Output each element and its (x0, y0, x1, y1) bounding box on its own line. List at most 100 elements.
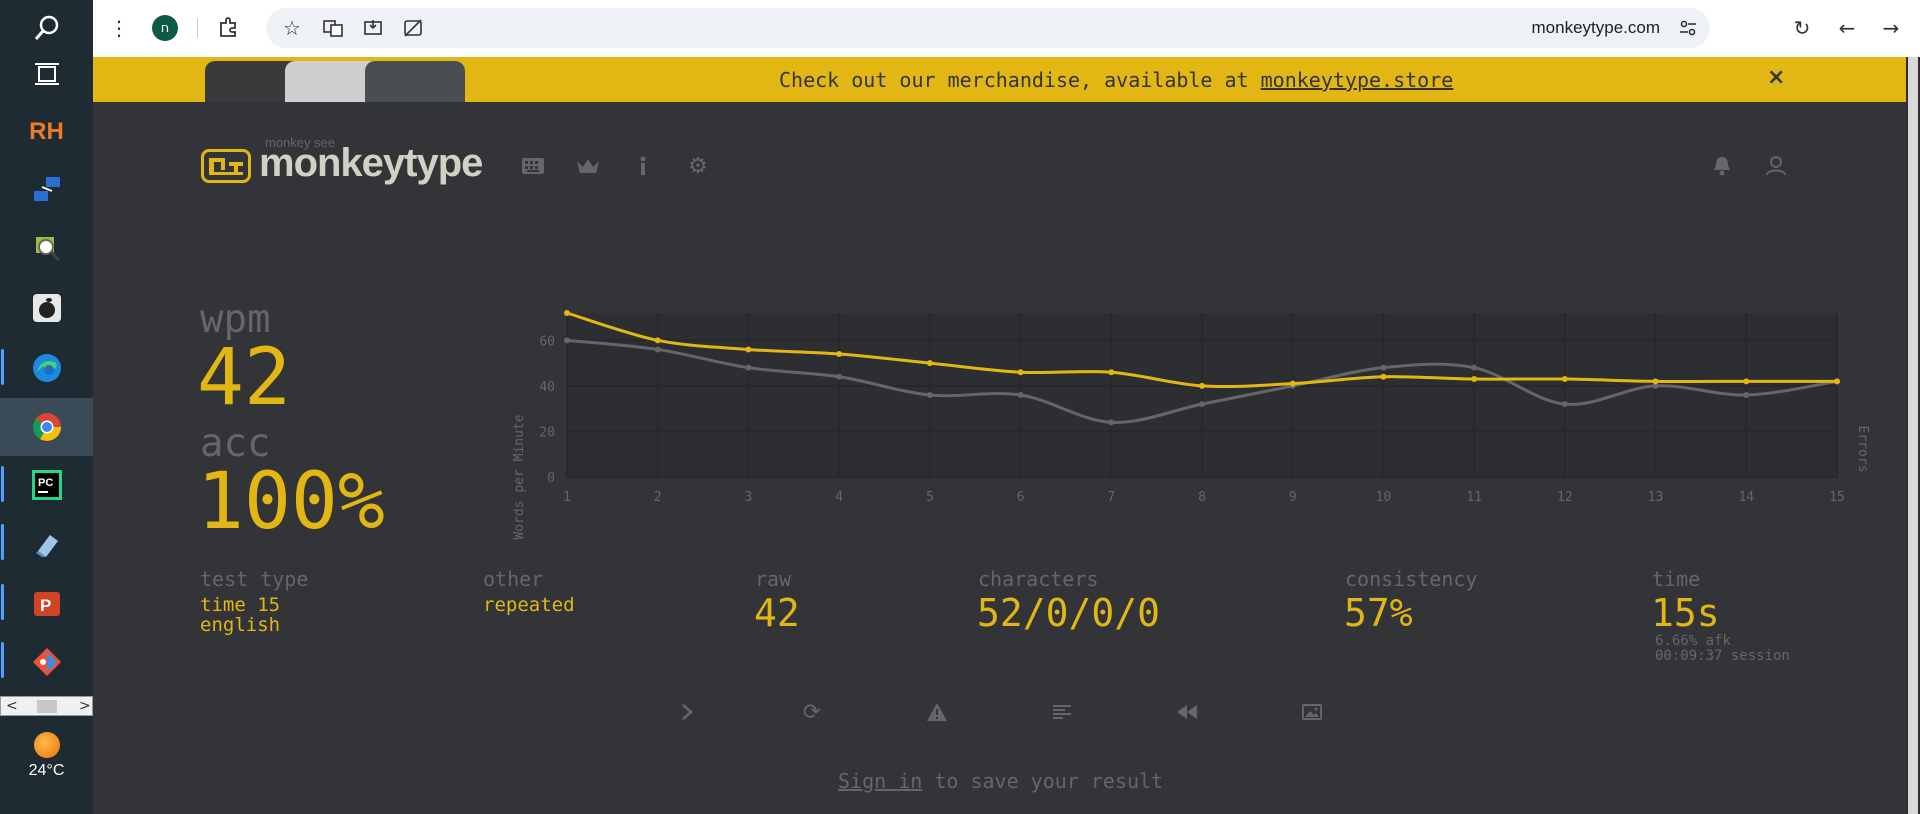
page-scrollbar[interactable] (1906, 57, 1920, 814)
chart-data-point[interactable] (1017, 392, 1024, 398)
profile-avatar[interactable]: ח (152, 15, 178, 41)
keyboard-icon[interactable] (518, 151, 548, 181)
chart-data-point[interactable] (926, 360, 933, 367)
chrome-icon (32, 413, 61, 441)
chart-data-point[interactable] (836, 351, 843, 357)
logo-icon[interactable] (201, 149, 251, 183)
chart-data-point[interactable] (1743, 378, 1750, 385)
taskbar-search-button[interactable] (0, 0, 93, 56)
close-icon[interactable]: × (1767, 65, 1786, 90)
chart-data-point[interactable] (1380, 364, 1387, 371)
chart-data-point[interactable] (1743, 392, 1750, 398)
chart-data-point[interactable] (654, 337, 661, 344)
characters-value[interactable]: 52/0/0/0 (977, 591, 1161, 635)
restart-test-icon[interactable]: ⟳ (802, 699, 822, 725)
test-type-mode: time 15 (200, 594, 281, 616)
screenshot-icon[interactable] (1297, 697, 1327, 727)
logo-subtitle: monkey see (265, 135, 336, 150)
menu-kebab-icon[interactable]: ⋮ (109, 16, 129, 40)
wpm-value[interactable]: 42 (197, 333, 291, 423)
reload-icon[interactable]: ↻ (1793, 16, 1811, 40)
bell-icon[interactable] (1707, 151, 1737, 181)
scroll-right-icon[interactable]: > (79, 698, 91, 714)
chart-data-point[interactable] (1108, 369, 1115, 376)
time-value[interactable]: 15s (1651, 591, 1720, 635)
git-tool-icon (32, 648, 61, 676)
taskbar-app-chrome[interactable] (0, 398, 93, 456)
characters-label: characters (978, 567, 1099, 591)
chart-y2label: Errors (1855, 426, 1870, 473)
gear-icon[interactable]: ⚙ (688, 153, 708, 179)
next-test-icon[interactable] (672, 697, 702, 727)
taskbar-app-apple[interactable] (0, 280, 93, 336)
taskbar-app-search-tool[interactable] (0, 220, 93, 276)
logo-title[interactable]: monkeytype (259, 141, 483, 185)
crown-icon[interactable] (573, 151, 603, 181)
signin-prompt: Sign in to save your result (838, 769, 1164, 793)
svg-text:PC: PC (38, 477, 53, 489)
taskbar-app-git[interactable] (0, 634, 93, 690)
taskbar-app-rh[interactable]: RH (0, 104, 93, 160)
scroll-left-icon[interactable]: < (6, 698, 18, 714)
taskbar-app-powerpoint[interactable]: P (0, 576, 93, 632)
chart-data-point[interactable] (1471, 376, 1478, 383)
rh-app-icon: RH (29, 118, 64, 145)
chart-xtick-label: 15 (1829, 490, 1845, 505)
chart-ytick-label: 0 (547, 471, 555, 486)
address-bar[interactable]: ☆ monkeytype.com (266, 8, 1710, 48)
chart-data-point[interactable] (1017, 369, 1024, 376)
chart-data-point[interactable] (1561, 376, 1568, 383)
weather-widget[interactable]: 24°C (0, 732, 93, 780)
chart-data-point[interactable] (1199, 382, 1205, 389)
url-text[interactable]: monkeytype.com (1531, 18, 1661, 37)
chart-data-point[interactable] (745, 364, 752, 371)
extensions-icon[interactable] (214, 14, 242, 42)
chart-data-point[interactable] (1561, 401, 1568, 408)
user-icon[interactable] (1761, 151, 1791, 181)
signin-link[interactable]: Sign in (838, 769, 923, 793)
taskbar-taskview-button[interactable] (0, 46, 93, 102)
chart-data-point[interactable] (1289, 380, 1296, 387)
back-arrow-icon[interactable]: ← (1838, 16, 1856, 40)
install-app-icon[interactable] (359, 14, 387, 42)
chart-data-point[interactable] (745, 346, 752, 353)
consistency-value[interactable]: 57% (1344, 591, 1413, 635)
chart-data-point[interactable] (1199, 401, 1205, 408)
site-settings-icon[interactable] (1674, 14, 1702, 42)
bookmark-star-icon[interactable]: ☆ (283, 16, 301, 40)
chart-data-point[interactable] (1380, 373, 1387, 380)
merch-store-link[interactable]: monkeytype.store (1260, 68, 1454, 92)
scroll-thumb[interactable] (37, 700, 57, 713)
toolbar-divider (197, 18, 198, 38)
chart-data-point[interactable] (654, 346, 661, 353)
chart-data-point[interactable] (926, 392, 933, 398)
taskbar-app-network[interactable] (0, 162, 93, 218)
taskbar-app-pycharm[interactable]: PC (0, 457, 93, 513)
chart-data-point[interactable] (1834, 378, 1840, 385)
chart-data-point[interactable] (564, 337, 570, 344)
chart-data-point[interactable] (1108, 419, 1115, 426)
taskbar-app-eraser[interactable] (0, 516, 93, 572)
page-scroll-thumb[interactable] (1908, 57, 1918, 814)
forward-arrow-icon[interactable]: → (1882, 16, 1900, 40)
translate-icon[interactable] (319, 14, 347, 42)
taskbar-app-edge[interactable] (0, 340, 93, 396)
warning-icon[interactable] (922, 697, 952, 727)
chart-data-point[interactable] (836, 373, 843, 380)
chart-data-point[interactable] (1652, 378, 1659, 385)
info-icon[interactable] (628, 151, 658, 181)
acc-value[interactable]: 100% (197, 457, 385, 547)
raw-value[interactable]: 42 (754, 591, 800, 635)
other-value: repeated (483, 594, 575, 616)
chart-data-point[interactable] (1471, 364, 1478, 371)
word-history-icon[interactable] (1047, 697, 1077, 727)
replay-icon[interactable] (1172, 697, 1202, 727)
chart-data-point[interactable] (564, 310, 570, 316)
chart-xtick-label: 14 (1738, 490, 1754, 505)
chart-data-point[interactable] (1652, 382, 1659, 389)
eye-off-icon[interactable] (399, 14, 427, 42)
chart-xtick-label: 11 (1466, 490, 1482, 505)
taskbar-scrollbar[interactable]: < > (0, 696, 93, 716)
powerpoint-icon: P (33, 592, 60, 616)
